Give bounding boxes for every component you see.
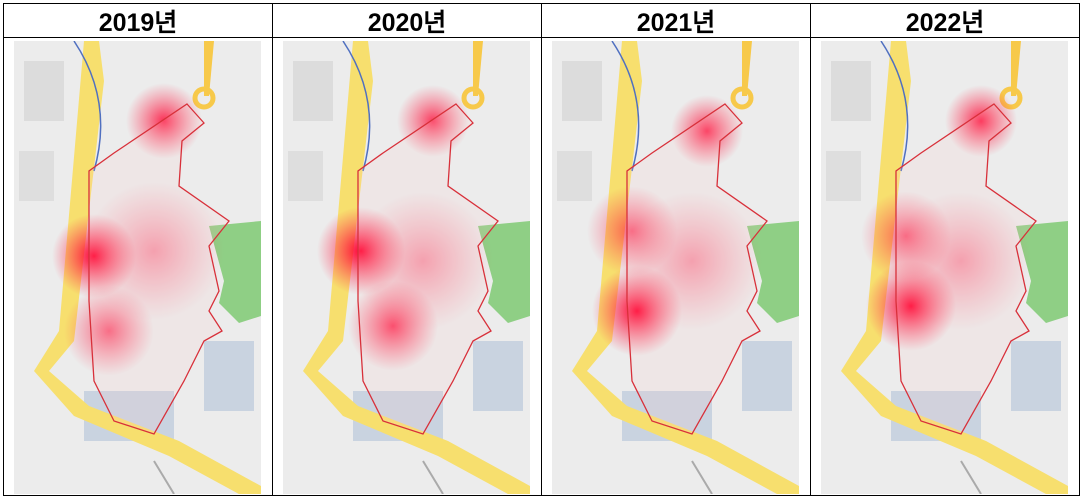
map-grid: 2019년 2020년 2021년 2022년 (3, 3, 1080, 496)
heatmap (821, 41, 1068, 494)
year-header: 2020년 (273, 4, 541, 38)
year-column: 2020년 (273, 4, 542, 495)
heatmap (283, 41, 530, 494)
year-column: 2019년 (4, 4, 273, 495)
heatmap (14, 41, 261, 494)
year-header: 2019년 (4, 4, 272, 38)
year-column: 2022년 (811, 4, 1079, 495)
year-header: 2021년 (542, 4, 810, 38)
heatmap (552, 41, 799, 494)
year-header: 2022년 (811, 4, 1079, 38)
year-column: 2021년 (542, 4, 811, 495)
